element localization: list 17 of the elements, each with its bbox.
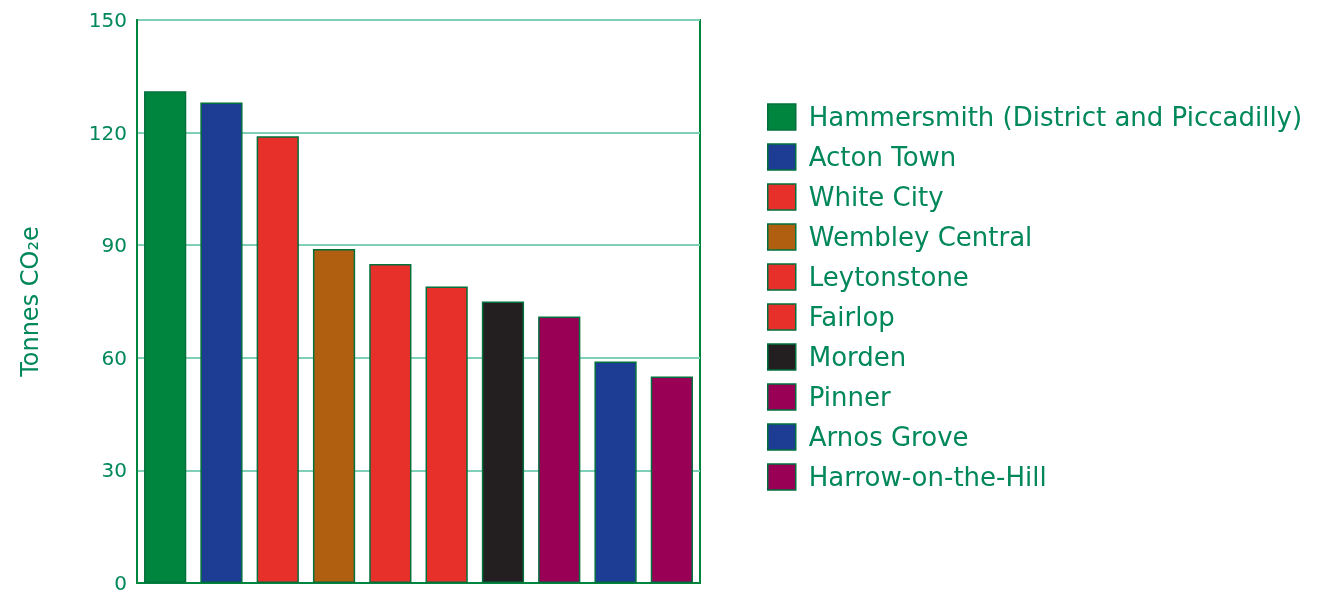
- y-tick-label: 30: [101, 458, 127, 483]
- legend-label: Morden: [808, 342, 907, 372]
- legend-label: Arnos Grove: [808, 422, 969, 452]
- y-tick-label: 90: [101, 233, 127, 258]
- legend-label: Hammersmith (District and Piccadilly): [808, 102, 1303, 132]
- legend-label: Harrow-on-the-Hill: [808, 462, 1047, 492]
- y-tick-label: 0: [114, 571, 127, 594]
- legend-label: Wembley Central: [808, 222, 1033, 252]
- y-tick-label: 120: [88, 120, 127, 145]
- legend-label: Leytonstone: [808, 262, 969, 292]
- legend-label: Fairlop: [808, 302, 895, 332]
- legend-label: Pinner: [808, 382, 892, 412]
- y-tick-label: 150: [88, 8, 127, 32]
- legend-label: White City: [808, 182, 944, 212]
- y-tick-label: 60: [101, 345, 127, 370]
- legend-label: Acton Town: [808, 142, 957, 172]
- y-axis-title: Tonnes CO₂e: [16, 226, 44, 378]
